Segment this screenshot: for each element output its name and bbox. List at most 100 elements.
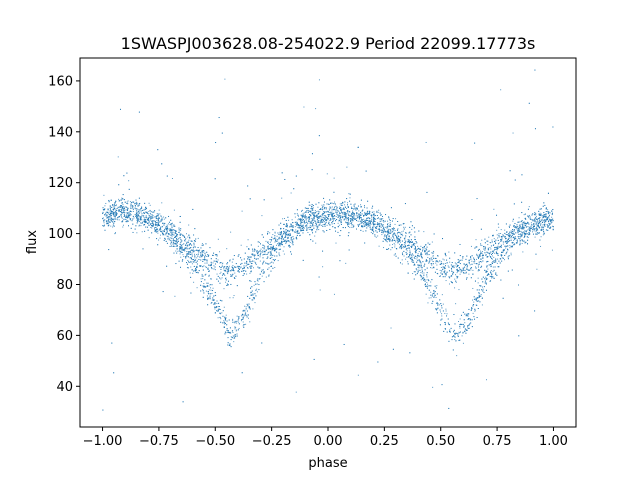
data-point — [201, 273, 203, 275]
data-point — [368, 217, 370, 219]
data-point — [181, 246, 183, 248]
data-point — [522, 251, 524, 253]
data-point — [520, 236, 522, 238]
data-point — [308, 228, 310, 230]
data-point — [357, 216, 359, 218]
data-point — [241, 210, 243, 212]
data-point — [261, 275, 263, 277]
data-point — [274, 231, 276, 233]
data-point — [182, 244, 184, 246]
data-point — [409, 249, 411, 251]
data-point — [507, 258, 509, 260]
data-point — [352, 226, 354, 228]
data-point — [110, 225, 112, 227]
data-point — [125, 217, 127, 219]
data-point — [127, 214, 129, 216]
data-point — [357, 374, 359, 376]
data-point — [232, 265, 234, 267]
data-point — [514, 223, 516, 224]
data-point — [353, 224, 355, 226]
data-point — [347, 210, 349, 212]
data-point — [481, 261, 483, 263]
data-point — [340, 215, 342, 217]
data-point — [416, 269, 418, 271]
data-point — [214, 254, 216, 256]
data-point — [521, 227, 523, 229]
data-point — [545, 215, 547, 217]
data-point — [310, 215, 312, 217]
data-point — [210, 278, 212, 280]
data-point — [233, 341, 235, 343]
data-point — [203, 285, 205, 287]
data-point — [471, 308, 473, 310]
data-point — [509, 247, 511, 249]
data-point — [108, 249, 110, 251]
data-point — [282, 218, 284, 220]
data-point — [179, 237, 181, 239]
data-point — [544, 224, 546, 226]
data-point — [389, 219, 391, 221]
data-point — [328, 215, 330, 217]
data-point — [440, 261, 442, 263]
data-point — [423, 279, 425, 281]
data-point — [504, 229, 506, 231]
data-point — [176, 236, 178, 238]
data-point — [453, 271, 455, 273]
data-point — [130, 204, 132, 206]
data-point — [394, 223, 396, 225]
data-point — [402, 247, 404, 249]
data-point — [390, 232, 392, 234]
data-point — [196, 287, 198, 289]
data-point — [408, 244, 410, 246]
data-point — [377, 235, 379, 237]
data-point — [421, 272, 423, 274]
data-point — [262, 254, 264, 256]
data-point — [431, 264, 433, 266]
data-point — [511, 242, 513, 244]
data-point — [475, 239, 477, 241]
data-point — [521, 174, 523, 176]
data-point — [208, 274, 210, 276]
data-point — [489, 247, 491, 249]
data-point — [542, 226, 544, 228]
data-point — [529, 227, 531, 229]
data-point — [439, 260, 441, 262]
data-point — [449, 330, 451, 332]
data-point — [513, 237, 515, 239]
data-point — [113, 215, 115, 217]
data-point — [170, 237, 172, 239]
data-point — [315, 242, 317, 244]
data-point — [482, 257, 484, 259]
data-point — [519, 225, 521, 227]
data-point — [289, 226, 291, 228]
data-point — [291, 239, 293, 241]
data-point — [402, 235, 404, 237]
data-point — [415, 255, 417, 257]
data-point — [495, 259, 497, 261]
data-point — [486, 251, 488, 253]
data-point — [105, 211, 107, 213]
data-point — [308, 219, 310, 221]
data-point — [297, 230, 299, 232]
data-point — [235, 327, 237, 329]
data-point — [145, 211, 147, 213]
data-point — [187, 256, 189, 258]
data-point — [368, 213, 370, 215]
data-point — [213, 265, 215, 267]
data-point — [331, 213, 333, 215]
data-point — [173, 245, 175, 247]
data-point — [166, 235, 168, 237]
data-point — [318, 223, 320, 225]
data-point — [377, 224, 379, 226]
data-point — [128, 180, 130, 182]
data-point — [462, 332, 464, 334]
data-point — [514, 238, 516, 240]
data-point — [376, 223, 378, 225]
data-point — [112, 218, 114, 220]
data-point — [448, 323, 450, 325]
data-point — [232, 335, 234, 337]
data-point — [434, 291, 436, 293]
data-point — [432, 250, 434, 252]
data-point — [103, 219, 105, 221]
